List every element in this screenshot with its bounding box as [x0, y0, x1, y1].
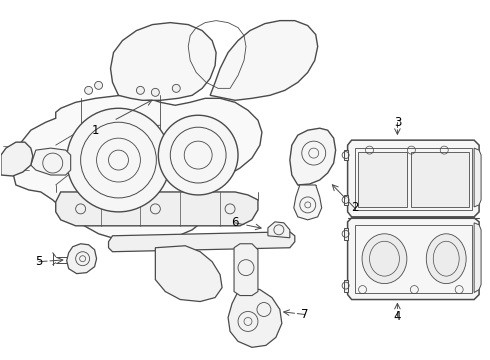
Circle shape — [172, 84, 180, 92]
Polygon shape — [294, 185, 322, 220]
Polygon shape — [155, 246, 222, 302]
Text: 4: 4 — [393, 310, 401, 323]
Polygon shape — [343, 150, 347, 160]
Polygon shape — [56, 192, 258, 226]
Polygon shape — [343, 195, 347, 205]
Polygon shape — [358, 152, 407, 207]
Ellipse shape — [362, 234, 407, 284]
Polygon shape — [210, 21, 318, 100]
Polygon shape — [31, 148, 71, 175]
Text: 1: 1 — [92, 124, 99, 137]
Polygon shape — [343, 280, 347, 292]
Polygon shape — [268, 222, 290, 238]
Circle shape — [67, 108, 171, 212]
Ellipse shape — [426, 234, 466, 284]
Polygon shape — [234, 244, 258, 296]
Polygon shape — [412, 152, 469, 207]
Polygon shape — [474, 148, 481, 207]
Polygon shape — [343, 228, 347, 240]
Text: 3: 3 — [394, 116, 401, 129]
Polygon shape — [67, 244, 97, 274]
Polygon shape — [347, 140, 479, 217]
Polygon shape — [290, 128, 336, 185]
Polygon shape — [1, 142, 33, 176]
Polygon shape — [474, 223, 481, 293]
Text: 5: 5 — [35, 255, 43, 268]
Circle shape — [136, 86, 145, 94]
Text: 7: 7 — [301, 308, 309, 321]
Circle shape — [85, 86, 93, 94]
Polygon shape — [108, 232, 295, 252]
Circle shape — [151, 88, 159, 96]
Circle shape — [158, 115, 238, 195]
Polygon shape — [11, 95, 262, 242]
Polygon shape — [228, 288, 282, 347]
Circle shape — [95, 81, 102, 89]
Text: 6: 6 — [231, 216, 239, 229]
Polygon shape — [111, 23, 216, 100]
Text: 2: 2 — [351, 201, 358, 215]
Polygon shape — [347, 218, 479, 300]
